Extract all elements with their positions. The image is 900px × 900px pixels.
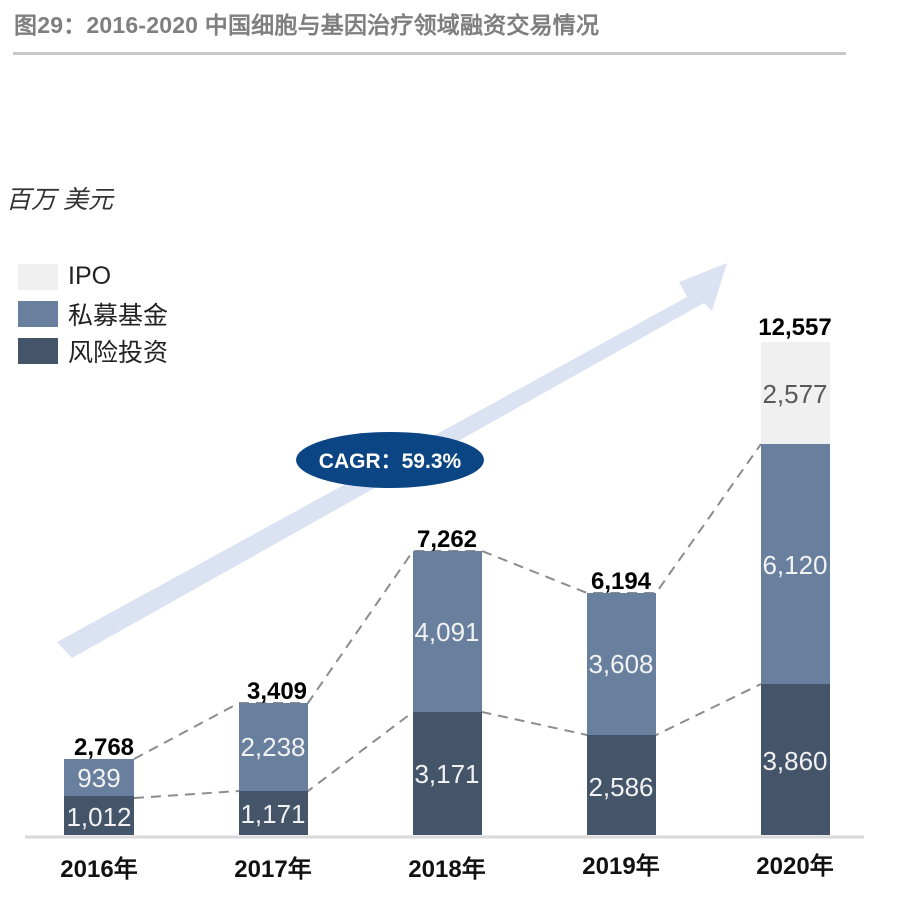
- legend-label: 风险投资: [68, 338, 169, 367]
- segment-value-label: 1,012: [66, 802, 131, 832]
- bar-total-label: 6,194: [591, 568, 652, 595]
- y-axis-unit-label: 百万 美元: [6, 186, 113, 214]
- segment-value-label: 1,171: [240, 799, 305, 829]
- chart-title: 图29：2016-2020 中国细胞与基因治疗领域融资交易情况: [14, 12, 600, 38]
- chart-legend: IPO 私募基金 风险投资: [18, 258, 168, 369]
- segment-value-label: 4,091: [414, 617, 479, 647]
- legend-swatch-ipo: [18, 263, 58, 290]
- bar-total-label: 2,768: [74, 734, 134, 761]
- segment-value-label: 3,860: [762, 746, 827, 776]
- bar-2018: 4,091 3,171 7,262 2018年: [408, 526, 485, 883]
- segment-value-label: 3,608: [588, 649, 653, 679]
- bar-segment-private-equity: [761, 444, 830, 684]
- cagr-badge: CAGR：59.3%: [296, 432, 484, 488]
- legend-item-ipo: IPO: [18, 258, 168, 295]
- segment-value-label: 3,171: [414, 759, 479, 789]
- bar-2020: 2,577 6,120 3,860 12,557 2020年: [756, 314, 833, 880]
- bar-2016: 939 1,012 2,768 2016年: [60, 734, 137, 883]
- legend-label: 私募基金: [68, 301, 169, 330]
- legend-swatch-venture-capital: [18, 337, 58, 364]
- segment-value-label: 939: [77, 763, 120, 793]
- bar-total-label: 3,409: [247, 678, 307, 705]
- bar-2017: 2,238 1,171 3,409 2017年: [234, 678, 311, 883]
- legend-item-private-equity: 私募基金: [18, 295, 168, 332]
- segment-value-label: 2,577: [762, 379, 827, 409]
- bar-segment-private-equity: [239, 703, 308, 791]
- segment-value-label: 2,238: [240, 732, 305, 762]
- cagr-text: CAGR：59.3%: [319, 450, 462, 473]
- bar-segment-venture-capital: [239, 791, 308, 835]
- title-divider: [13, 52, 846, 55]
- bar-segment-private-equity: [64, 759, 134, 796]
- segment-value-label: 6,120: [762, 550, 827, 580]
- legend-swatch-private-equity: [18, 300, 58, 327]
- bar-segment-private-equity: [587, 593, 656, 735]
- bar-segment-venture-capital: [761, 684, 830, 835]
- bar-segment-venture-capital: [587, 735, 656, 835]
- x-tick-label: 2017年: [234, 855, 311, 883]
- x-tick-label: 2019年: [582, 852, 659, 880]
- x-tick-label: 2020年: [756, 852, 833, 880]
- bar-segment-venture-capital: [64, 796, 134, 835]
- legend-label: IPO: [68, 262, 112, 290]
- bar-total-label: 7,262: [417, 526, 477, 553]
- segment-value-label: 2,586: [588, 772, 653, 802]
- bar-2019: 3,608 2,586 6,194 2019年: [582, 568, 659, 880]
- bar-total-label: 12,557: [758, 314, 831, 341]
- bar-segment-private-equity: [413, 551, 482, 712]
- x-tick-label: 2016年: [60, 855, 137, 883]
- bar-segment-venture-capital: [413, 712, 482, 835]
- bar-segment-ipo: [761, 342, 830, 444]
- x-tick-label: 2018年: [408, 855, 485, 883]
- legend-item-venture-capital: 风险投资: [18, 332, 168, 369]
